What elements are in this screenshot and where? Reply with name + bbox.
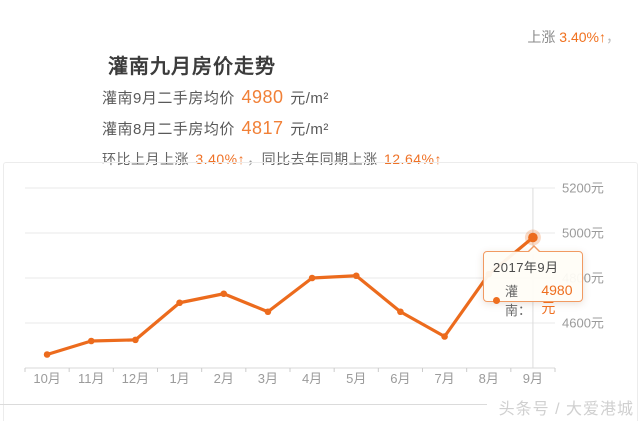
data-point[interactable]	[397, 308, 404, 316]
x-axis-label: 8月	[479, 371, 499, 386]
mom-label: 环比上月上涨	[102, 151, 189, 167]
y-axis-label: 5200元	[562, 181, 604, 196]
x-axis-label: 12月	[122, 371, 149, 386]
x-axis-label: 5月	[346, 371, 366, 386]
x-axis-label: 7月	[434, 371, 454, 386]
data-point[interactable]	[308, 274, 316, 282]
previous-price-value: 4817	[241, 118, 284, 138]
x-axis-label: 4月	[302, 371, 322, 386]
series-dot-icon	[493, 296, 500, 304]
price-line	[45, 235, 535, 357]
previous-price-line: 灌南8月二手房均价 4817 元/m²	[102, 118, 444, 139]
y-axis-label: 5000元	[562, 226, 604, 241]
tooltip-series-name: 灌南：	[505, 284, 532, 318]
data-point[interactable]	[87, 337, 95, 345]
header: 灌南九月房价走势 灌南9月二手房均价 4980 元/m² 灌南8月二手房均价 4…	[102, 55, 444, 179]
y-axis-label: 4600元	[562, 316, 604, 331]
data-point[interactable]	[176, 299, 183, 307]
rise-note-value: 3.40%↑	[559, 29, 606, 45]
mom-value: 3.40%↑	[195, 151, 246, 167]
x-axis-label: 1月	[169, 371, 189, 386]
data-point[interactable]	[441, 333, 448, 340]
x-axis-label: 2月	[214, 371, 234, 386]
current-price-line: 灌南9月二手房均价 4980 元/m²	[102, 87, 444, 108]
chart-tooltip: 2017年9月 灌南： 4980元	[483, 245, 583, 318]
tooltip-value: 4980元	[541, 282, 573, 316]
x-axis-label: 10月	[33, 371, 60, 386]
separator: ，	[247, 151, 262, 167]
rise-note-label: 上涨	[527, 29, 556, 45]
data-point[interactable]	[220, 290, 228, 298]
current-price-unit: 元/m²	[290, 90, 329, 107]
watermark-text: 头条号 / 大爱港城	[498, 401, 634, 418]
current-price-value: 4980	[241, 87, 284, 107]
x-axis-label: 11月	[78, 371, 105, 386]
page-title: 灌南九月房价走势	[108, 56, 276, 78]
previous-price-unit: 元/m²	[290, 121, 329, 138]
watermark-divider	[0, 404, 487, 405]
yoy-label: 同比去年同期上涨	[261, 151, 378, 167]
chart-card	[3, 162, 638, 421]
current-price-label: 灌南9月二手房均价	[102, 90, 235, 107]
x-axis-label: 3月	[258, 371, 278, 386]
rise-note-trailing: ，	[606, 29, 620, 45]
data-point[interactable]	[352, 272, 360, 280]
tooltip-row: 灌南： 4980元	[493, 281, 573, 319]
data-point[interactable]	[264, 308, 272, 316]
x-axis-label: 6月	[390, 371, 410, 386]
rise-note: 上涨 3.40%↑，	[527, 27, 620, 47]
x-axis-label: 9月	[523, 371, 543, 386]
previous-price-label: 灌南8月二手房均价	[102, 121, 235, 138]
data-point[interactable]	[43, 351, 51, 358]
data-point[interactable]	[132, 336, 139, 344]
yoy-value: 12.64%↑	[383, 151, 442, 167]
tooltip-date: 2017年9月	[493, 260, 559, 275]
data-point-highlight[interactable]	[528, 232, 538, 243]
change-line: 环比上月上涨 3.40%↑ ，同比去年同期上涨 12.64%↑	[102, 149, 444, 169]
